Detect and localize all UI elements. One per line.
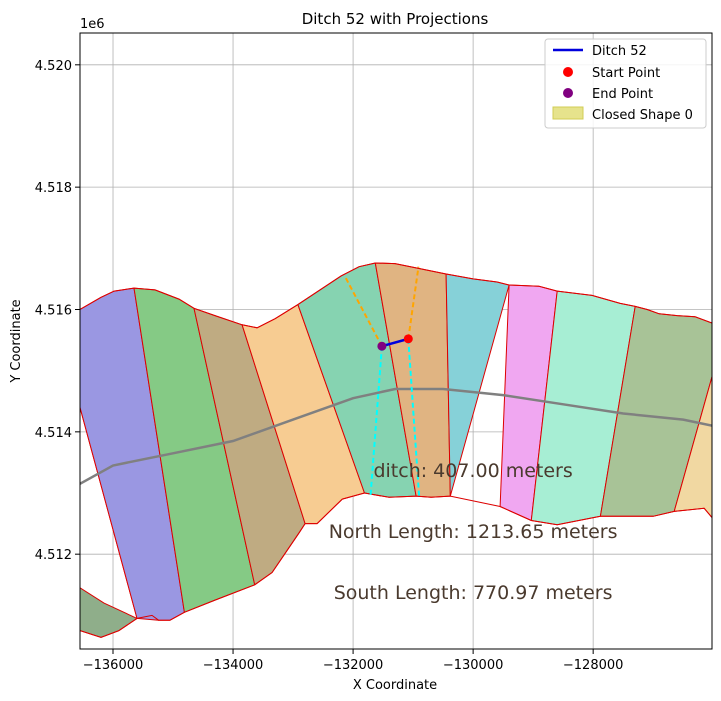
road-polyline [80, 387, 712, 485]
annotation-0: ditch: 407.00 meters [373, 460, 572, 482]
x-axis-label: X Coordinate [353, 678, 437, 693]
y-tick-label-3: 4.518 [35, 181, 72, 196]
south-outline [80, 492, 712, 638]
x-tick-label-0: −136000 [83, 658, 144, 673]
projection-south-1 [407, 338, 421, 497]
legend-shape-label: Closed Shape 0 [592, 108, 693, 123]
legend-start-label: Start Point [592, 66, 660, 81]
parcel-0 [80, 587, 138, 638]
legend-ditch-label: Ditch 52 [592, 44, 647, 59]
projection-lines [344, 266, 421, 497]
x-tick-label-1: −134000 [203, 658, 264, 673]
plot-area: ditch: 407.00 meters North Length: 1213.6… [80, 33, 712, 649]
x-axis-ticks: −136000 −134000 −132000 −130000 −128000 [83, 649, 624, 673]
legend-end-label: End Point [592, 87, 653, 102]
legend-box [544, 38, 707, 129]
ditch-segment [381, 337, 409, 348]
north-outline [80, 262, 712, 329]
plot-frame [79, 32, 713, 650]
annotations: ditch: 407.00 meters North Length: 1213.6… [329, 460, 618, 604]
start-point [403, 334, 413, 344]
projection-south-0 [369, 346, 383, 497]
annotation-1: North Length: 1213.65 meters [329, 521, 618, 543]
x-tick-label-2: −132000 [323, 658, 384, 673]
legend-start-swatch [563, 67, 573, 77]
legend-shape-swatch [552, 106, 584, 120]
ditch-line [377, 334, 413, 351]
road-line [80, 387, 712, 485]
annotation-2: South Length: 770.97 meters [334, 582, 613, 604]
parcel-outlines [80, 262, 712, 638]
projection-north-1 [407, 266, 420, 340]
y-tick-label-1: 4.514 [35, 426, 72, 441]
x-tick-label-3: −130000 [443, 658, 504, 673]
chart-title: Ditch 52 with Projections [302, 10, 489, 28]
end-point [377, 341, 387, 351]
y-offset-label: 1e6 [80, 17, 105, 32]
y-axis-ticks: 4.512 4.514 4.516 4.518 4.520 [35, 59, 80, 563]
legend: Ditch 52 Start Point End Point Closed Sh… [544, 38, 707, 129]
projection-north-0 [344, 276, 383, 347]
legend-end-swatch [563, 88, 573, 98]
y-tick-label-2: 4.516 [35, 303, 72, 318]
y-tick-label-4: 4.520 [35, 59, 72, 74]
x-tick-label-4: −128000 [563, 658, 624, 673]
y-tick-label-0: 4.512 [35, 548, 72, 563]
y-axis-label: Y Coordinate [9, 299, 24, 383]
